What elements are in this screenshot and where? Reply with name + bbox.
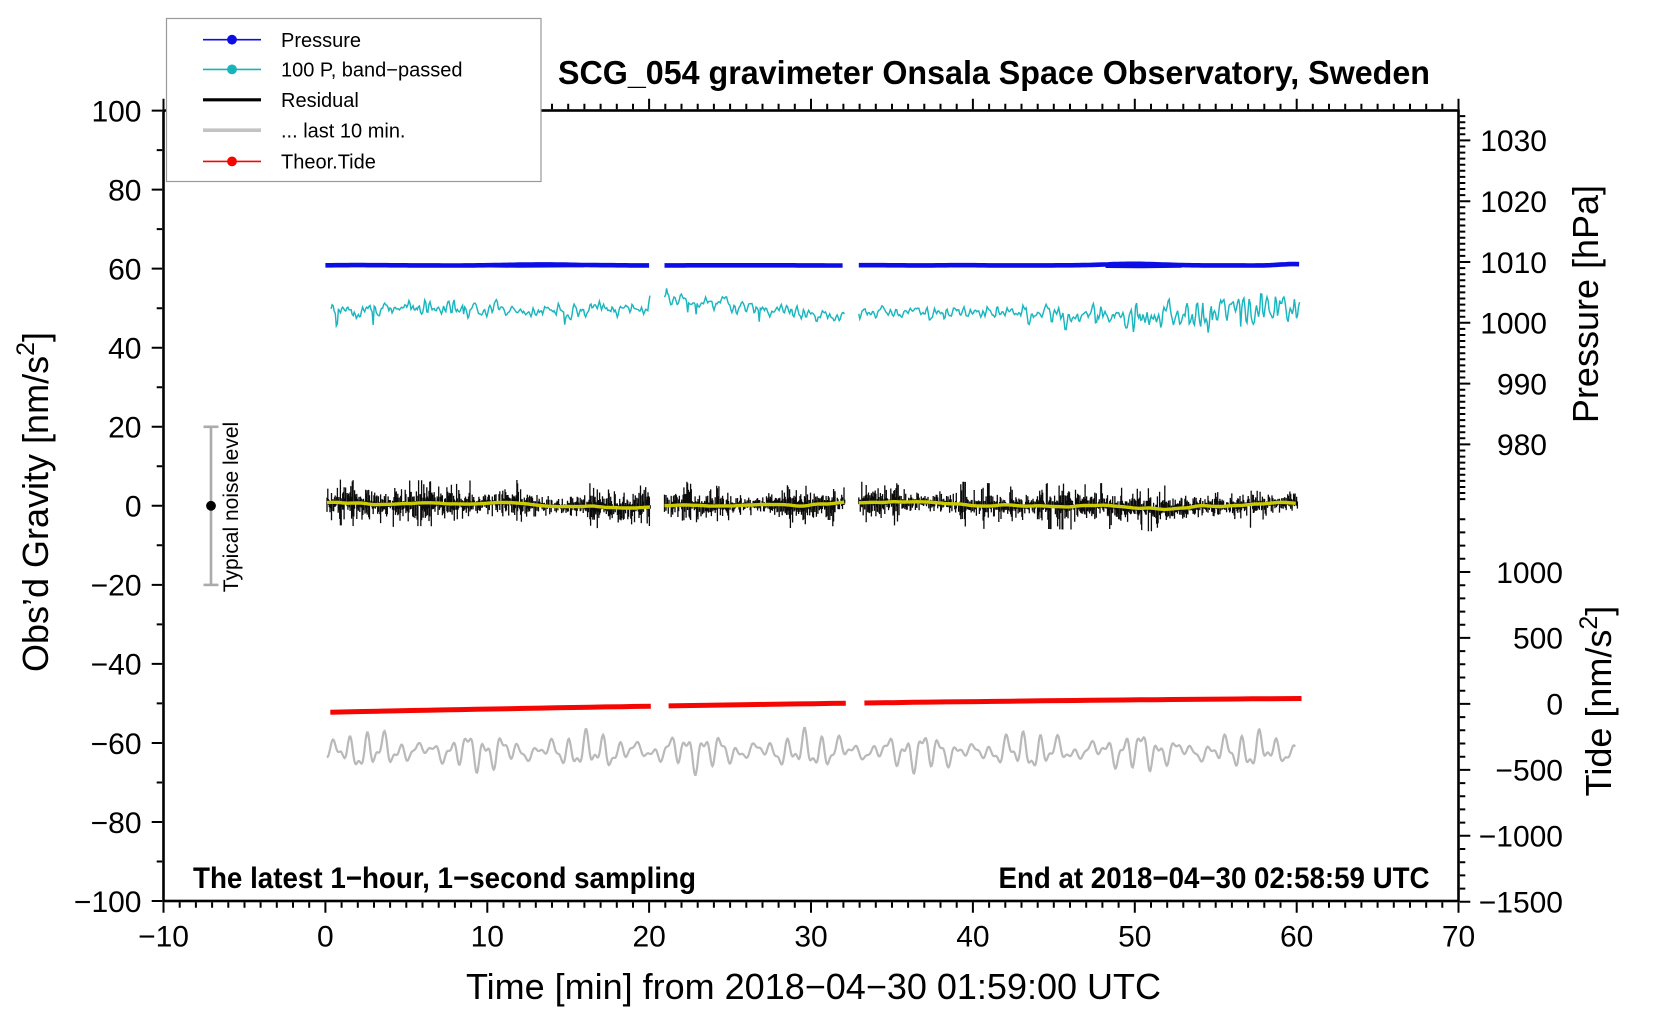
svg-text:−1500: −1500 (1479, 887, 1563, 920)
svg-text:500: 500 (1513, 623, 1563, 656)
svg-text:0: 0 (125, 491, 142, 524)
svg-text:Typical noise level: Typical noise level (220, 422, 243, 592)
svg-text:Pressure: Pressure (281, 30, 361, 52)
svg-text:−80: −80 (91, 807, 142, 840)
svg-text:−10: −10 (138, 921, 189, 954)
svg-text:10: 10 (471, 921, 504, 954)
svg-text:1000: 1000 (1496, 557, 1563, 590)
svg-text:SCG_054 gravimeter Onsala Spac: SCG_054 gravimeter Onsala Space Observat… (558, 54, 1430, 91)
svg-text:20: 20 (632, 921, 665, 954)
svg-text:1020: 1020 (1480, 186, 1547, 219)
svg-text:60: 60 (108, 253, 141, 286)
svg-text:50: 50 (1118, 921, 1151, 954)
svg-text:980: 980 (1497, 429, 1547, 462)
svg-text:Pressure [hPa]: Pressure [hPa] (1565, 185, 1606, 423)
svg-text:990: 990 (1497, 368, 1547, 401)
svg-text:The latest 1−hour, 1−second sa: The latest 1−hour, 1−second sampling (193, 862, 696, 895)
svg-text:Residual: Residual (281, 90, 359, 112)
svg-text:60: 60 (1280, 921, 1313, 954)
svg-text:−1000: −1000 (1479, 821, 1563, 854)
svg-text:−40: −40 (91, 649, 142, 682)
svg-text:−500: −500 (1495, 755, 1563, 788)
svg-text:Tide [nm/s2]: Tide [nm/s2] (1575, 606, 1619, 797)
svg-text:1030: 1030 (1480, 125, 1547, 158)
svg-text:70: 70 (1442, 921, 1475, 954)
svg-text:80: 80 (108, 174, 141, 207)
svg-text:End at 2018−04−30 02:58:59 UTC: End at 2018−04−30 02:58:59 UTC (999, 862, 1430, 895)
svg-text:20: 20 (108, 412, 141, 445)
svg-text:1000: 1000 (1480, 308, 1547, 341)
svg-text:40: 40 (108, 333, 141, 366)
svg-text:100: 100 (91, 95, 141, 128)
svg-text:−100: −100 (74, 886, 142, 919)
svg-text:1010: 1010 (1480, 247, 1547, 280)
svg-text:Obs’d Gravity [nm/s2]: Obs’d Gravity [nm/s2] (12, 332, 56, 672)
svg-text:0: 0 (317, 921, 334, 954)
svg-text:... last 10 min.: ... last 10 min. (281, 121, 406, 143)
svg-text:Theor.Tide: Theor.Tide (281, 152, 376, 174)
svg-text:0: 0 (1546, 689, 1563, 722)
svg-text:30: 30 (794, 921, 827, 954)
svg-text:100 P, band−passed: 100 P, band−passed (281, 60, 462, 82)
svg-text:40: 40 (956, 921, 989, 954)
svg-text:−20: −20 (91, 570, 142, 603)
svg-text:Time [min] from 2018−04−30 01:: Time [min] from 2018−04−30 01:59:00 UTC (466, 966, 1161, 1007)
svg-text:−60: −60 (91, 728, 142, 761)
